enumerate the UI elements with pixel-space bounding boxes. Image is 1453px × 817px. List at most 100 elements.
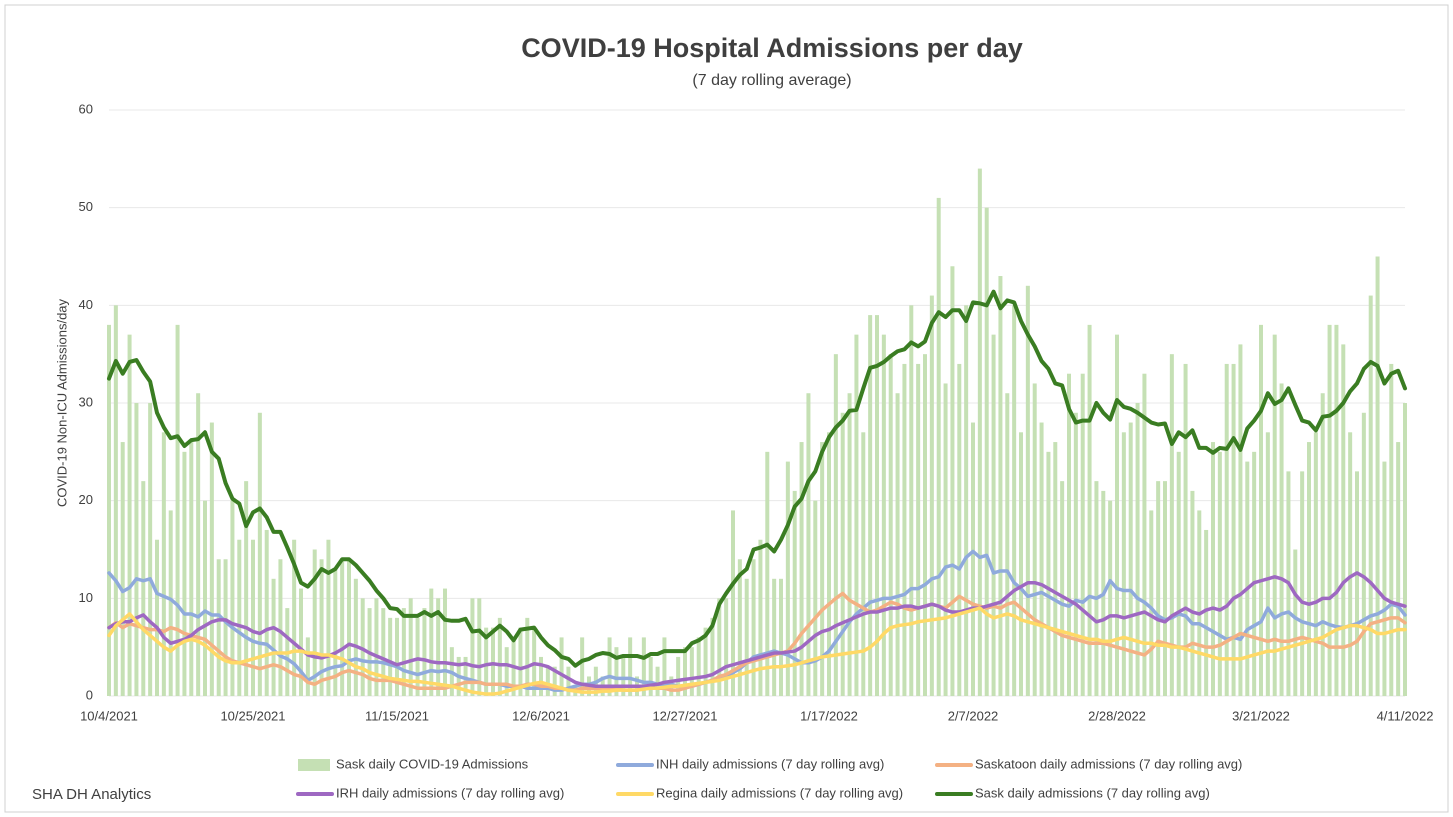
y-tick-label: 30	[79, 394, 93, 409]
bar	[216, 559, 221, 696]
bar	[1039, 422, 1044, 696]
bar	[532, 627, 537, 696]
x-tick-label: 2/28/2022	[1088, 708, 1146, 723]
bar	[621, 656, 626, 696]
bar	[463, 656, 468, 696]
bar	[264, 529, 269, 696]
bar	[1272, 334, 1277, 696]
y-tick-label: 20	[79, 492, 93, 507]
bar	[107, 324, 111, 696]
bar	[868, 315, 873, 696]
bar	[1293, 549, 1298, 696]
bar	[785, 461, 790, 696]
bar	[360, 598, 365, 696]
bar	[1348, 432, 1353, 696]
bar	[1121, 432, 1126, 696]
bar	[854, 334, 859, 696]
bar	[1307, 442, 1311, 696]
bar	[607, 637, 612, 696]
bar	[1142, 373, 1147, 696]
bar	[765, 451, 770, 696]
bar	[1224, 363, 1229, 696]
bar	[244, 481, 249, 696]
bar	[683, 647, 687, 696]
bar	[957, 363, 962, 696]
bar	[429, 588, 434, 696]
bar	[971, 422, 975, 696]
bar	[984, 207, 989, 696]
bar	[1327, 324, 1332, 696]
bar	[1368, 295, 1373, 696]
bar	[120, 442, 125, 696]
bar	[806, 393, 811, 696]
y-tick-label: 60	[79, 101, 93, 116]
bar	[1259, 324, 1263, 696]
bar	[497, 617, 502, 696]
bar	[936, 197, 941, 696]
bar	[1300, 471, 1305, 696]
bar	[189, 442, 194, 696]
bar	[1169, 354, 1174, 696]
bar	[559, 637, 564, 696]
bar	[1032, 383, 1037, 696]
bar	[1012, 305, 1017, 696]
bar	[758, 539, 763, 696]
bar	[820, 442, 825, 696]
bar	[779, 578, 783, 696]
bar	[772, 578, 777, 696]
bar	[278, 559, 283, 696]
bar	[964, 305, 969, 696]
bar	[614, 647, 619, 696]
bar	[518, 627, 523, 696]
bar	[662, 637, 667, 696]
bar	[1389, 363, 1394, 696]
y-tick-label: 50	[79, 199, 93, 214]
bar	[1375, 256, 1380, 696]
x-tick-label: 10/4/2021	[80, 708, 138, 723]
legend-label: Sask daily admissions (7 day rolling avg…	[975, 785, 1210, 800]
bar	[353, 578, 358, 696]
bar	[1046, 451, 1051, 696]
bar	[1087, 324, 1092, 696]
line-series	[107, 571, 1407, 688]
bar	[689, 647, 694, 696]
bar	[127, 334, 132, 696]
bar	[292, 539, 297, 696]
line-series	[107, 591, 1407, 692]
legend-label: Regina daily admissions (7 day rolling a…	[656, 785, 903, 800]
bar	[676, 656, 681, 696]
chart-title: COVID-19 Hospital Admissions per day	[521, 33, 1023, 63]
bar	[491, 627, 495, 696]
y-tick-label: 0	[86, 687, 93, 702]
bar	[833, 354, 838, 696]
bar	[1094, 481, 1099, 696]
bar	[580, 637, 585, 696]
y-tick-label: 10	[79, 590, 93, 605]
x-tick-label: 3/21/2022	[1232, 708, 1290, 723]
bar	[929, 295, 934, 696]
bar	[1334, 324, 1339, 696]
bar	[1128, 422, 1133, 696]
bar	[717, 598, 722, 696]
bar	[1080, 373, 1085, 696]
bar	[1320, 393, 1325, 696]
bar	[312, 549, 317, 696]
footnote: SHA DH Analytics	[32, 786, 151, 803]
line-series	[107, 289, 1407, 668]
bar	[271, 578, 276, 696]
bar	[950, 266, 955, 696]
bar	[333, 569, 338, 696]
bar	[539, 656, 543, 696]
bar	[1176, 451, 1181, 696]
bar	[340, 559, 345, 696]
legend-label: Sask daily COVID-19 Admissions	[336, 756, 529, 771]
bar	[525, 617, 530, 696]
bar	[1135, 403, 1140, 696]
bar	[1341, 344, 1346, 696]
bar	[326, 539, 331, 696]
bar	[141, 481, 146, 696]
bar	[1067, 373, 1071, 696]
x-tick-label: 2/7/2022	[948, 708, 999, 723]
legend-label: IRH daily admissions (7 day rolling avg)	[336, 785, 564, 800]
bar	[628, 637, 633, 696]
